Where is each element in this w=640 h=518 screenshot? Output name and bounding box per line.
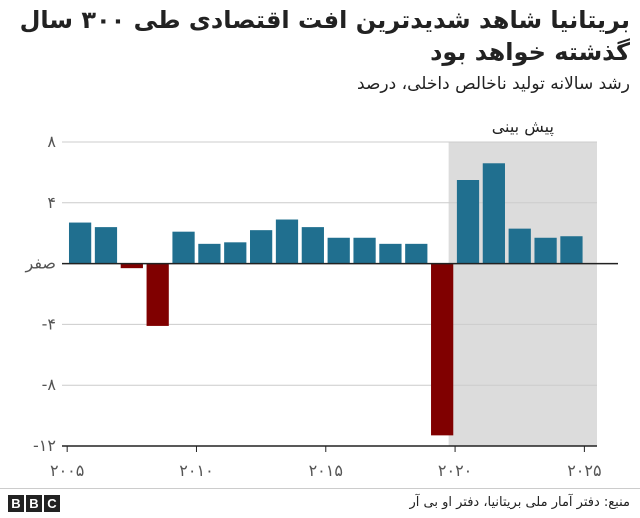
y-tick-label: -۱۲ — [33, 436, 56, 455]
axes-layer — [62, 262, 618, 452]
bar — [94, 227, 118, 264]
bar — [353, 237, 376, 264]
bar — [379, 243, 402, 264]
bar — [482, 163, 505, 264]
bar — [224, 242, 247, 264]
chart-subtitle: رشد سالانه تولید ناخالص داخلی، درصد — [357, 74, 630, 94]
bar — [560, 236, 583, 264]
bbc-logo-letter: C — [44, 495, 60, 512]
bar — [327, 237, 350, 264]
bbc-logo-letter: B — [8, 495, 24, 512]
source-note: منبع: دفتر آمار ملی بریتانیا، دفتر او بی… — [409, 495, 630, 510]
bbc-logo: B B C — [8, 495, 60, 512]
footer-divider — [0, 488, 640, 489]
bar — [534, 237, 557, 264]
x-tick-label: ۲۰۲۵ — [567, 461, 601, 480]
chart-title: بریتانیا شاهد شدیدترین افت اقتصادی طی ۳۰… — [19, 6, 630, 66]
y-tick-label: ۸ — [47, 132, 56, 151]
x-tick-label: ۲۰۱۰ — [179, 461, 213, 480]
y-tick-label: صفر — [24, 254, 56, 274]
x-tick-label: ۲۰۰۵ — [50, 461, 84, 480]
y-tick-label: -۴ — [42, 314, 56, 333]
bar — [405, 243, 428, 264]
bar — [431, 263, 454, 436]
x-tick-label: ۲۰۲۰ — [438, 461, 472, 480]
bar — [172, 231, 195, 264]
y-tick-label: -۸ — [42, 375, 57, 394]
bar — [456, 180, 480, 264]
bar — [275, 219, 299, 264]
bar — [250, 230, 273, 264]
bar — [68, 222, 92, 264]
bars-layer — [68, 163, 583, 436]
bar — [301, 227, 324, 264]
bar — [198, 243, 221, 264]
y-tick-label: ۴ — [47, 193, 56, 212]
forecast-label: پیش بینی — [492, 117, 554, 137]
x-tick-label: ۲۰۱۵ — [309, 461, 343, 480]
bbc-logo-letter: B — [26, 495, 42, 512]
bar — [508, 228, 531, 264]
labels-layer: پیش بینی ۸ ۴ صفر -۴ -۸ -۱۲ ۲۰۰۵ ۲۰۱۰ ۲۰۱۵ ۲۰۲۰ ۲۰۲۵ — [24, 117, 601, 480]
bar — [120, 263, 143, 269]
bar — [146, 263, 169, 326]
